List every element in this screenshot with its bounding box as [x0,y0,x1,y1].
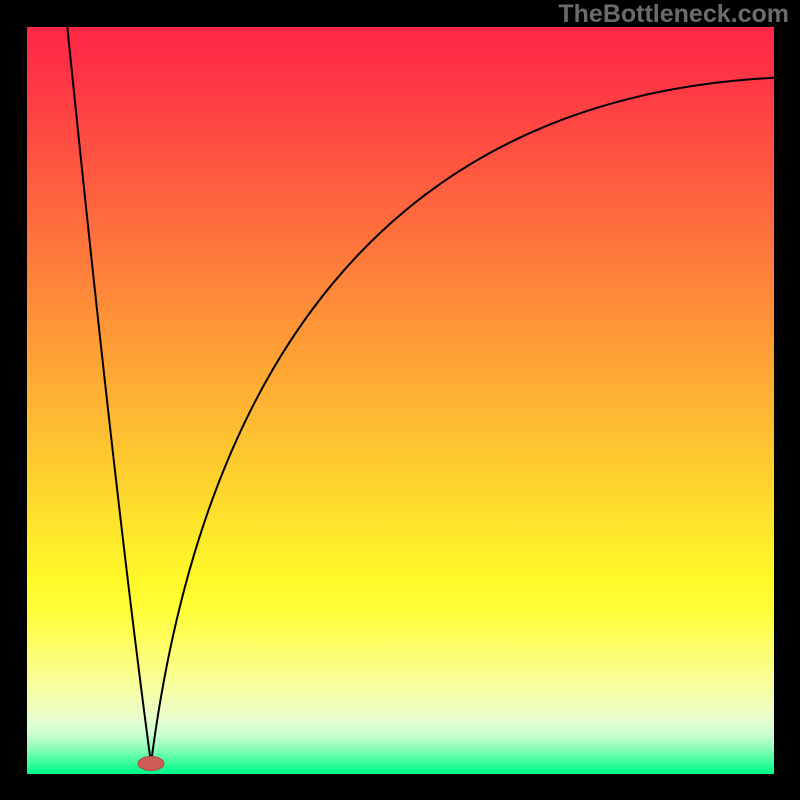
chart-root: TheBottleneck.com [0,0,800,800]
watermark-label: TheBottleneck.com [558,0,789,29]
plot-svg [27,27,774,774]
gradient-background [27,27,774,774]
touch-point-marker [138,757,164,771]
plot-area [27,27,774,774]
